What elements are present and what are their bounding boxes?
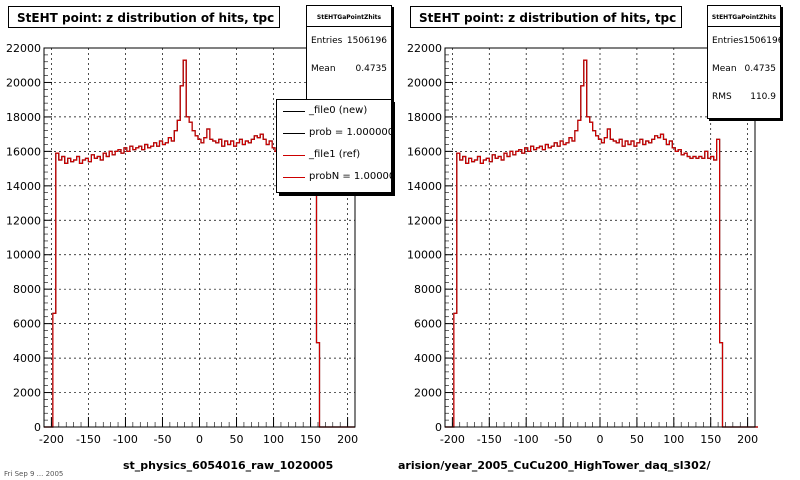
- y-tick-label: 2000: [414, 387, 442, 400]
- x-tick-label: 100: [663, 433, 684, 446]
- x-tick-label: 200: [737, 433, 758, 446]
- panel-1-stats-entries: Entries 1506196: [307, 27, 391, 55]
- y-tick-label: 18000: [407, 111, 442, 124]
- x-tick-label: 0: [597, 433, 604, 446]
- y-tick-label: 4000: [414, 352, 442, 365]
- stats-value: 0.4735: [355, 64, 388, 74]
- y-tick-label: 22000: [407, 42, 442, 55]
- x-tick-label: -200: [440, 433, 465, 446]
- y-tick-label: 2000: [13, 387, 41, 400]
- y-tick-label: 22000: [6, 42, 41, 55]
- y-tick-label: 8000: [414, 283, 442, 296]
- corner-timestamp: Fri Sep 9 ... 2005: [4, 470, 64, 478]
- legend-line-icon: [283, 111, 305, 112]
- legend-label: _file0 (new): [309, 105, 368, 116]
- legend-entry: _file1 (ref): [277, 144, 391, 166]
- plot-frame-border: [444, 47, 756, 428]
- stats-label: Entries: [712, 36, 744, 46]
- panel-1-stats-box: StEHTGaPointZhits Entries 1506196 Mean 0…: [306, 5, 392, 115]
- panel-2-stats-mean: Mean 0.4735: [708, 55, 780, 83]
- y-tick-label: 14000: [6, 180, 41, 193]
- x-tick-label: 0: [196, 433, 203, 446]
- x-tick-label: -150: [477, 433, 502, 446]
- panel-2-stats-rms: RMS 110.9: [708, 83, 780, 111]
- panel-1-stats-mean: Mean 0.4735: [307, 55, 391, 83]
- histogram-series-ref: [445, 59, 758, 428]
- stats-label: Mean: [311, 64, 336, 74]
- x-tick-label: -50: [153, 433, 171, 446]
- legend-line-icon: [283, 133, 305, 134]
- panel-1-file-label: st_physics_6054016_raw_1020005: [123, 459, 334, 472]
- y-tick-label: 12000: [6, 214, 41, 227]
- y-tick-label: 8000: [13, 283, 41, 296]
- x-tick-label: 50: [630, 433, 644, 446]
- panel-2-stats-box: StEHTGaPointZhits Entries 1506196 Mean 0…: [707, 5, 784, 119]
- stats-value: 1506196: [743, 36, 784, 46]
- legend-line-icon: [283, 177, 305, 178]
- x-tick-label: 150: [700, 433, 721, 446]
- panel-1-title: StEHT point: z distribution of hits, tpc: [8, 6, 280, 28]
- x-tick-label: -200: [39, 433, 64, 446]
- legend-entry: probN = 1.000000: [277, 166, 391, 188]
- stats-label: Entries: [311, 36, 343, 46]
- legend-label: _file1 (ref): [309, 149, 361, 160]
- legend-label: probN = 1.000000: [309, 171, 391, 182]
- panel-2-file-label: arision/year_2005_CuCu200_HighTower_daq_…: [398, 459, 711, 472]
- x-tick-label: -150: [76, 433, 101, 446]
- stats-value: 0.4735: [744, 64, 777, 74]
- stats-label: Mean: [712, 64, 737, 74]
- panel-1-stats-title: StEHTGaPointZhits: [307, 6, 391, 27]
- y-tick-label: 0: [34, 421, 41, 434]
- y-tick-label: 4000: [13, 352, 41, 365]
- y-tick-label: 20000: [6, 76, 41, 89]
- y-tick-label: 6000: [414, 318, 442, 331]
- stats-value: 1506196: [346, 36, 387, 46]
- y-tick-label: 10000: [407, 249, 442, 262]
- y-tick-label: 6000: [13, 318, 41, 331]
- panel-2-stats-entries: Entries 1506196: [708, 27, 784, 55]
- y-tick-label: 0: [435, 421, 442, 434]
- legend-entry: _file0 (new): [277, 100, 391, 122]
- x-tick-label: 200: [337, 433, 358, 446]
- y-tick-label: 18000: [6, 111, 41, 124]
- legend-label: prob = 1.000000: [309, 127, 392, 138]
- y-tick-label: 16000: [6, 145, 41, 158]
- x-tick-label: 100: [263, 433, 284, 446]
- stats-label: RMS: [712, 92, 732, 102]
- panel-2-title: StEHT point: z distribution of hits, tpc: [410, 6, 682, 28]
- y-tick-label: 20000: [407, 76, 442, 89]
- y-tick-label: 12000: [407, 214, 442, 227]
- x-tick-label: -50: [554, 433, 572, 446]
- stats-value: 110.9: [750, 92, 776, 102]
- x-tick-label: -100: [113, 433, 138, 446]
- y-tick-label: 14000: [407, 180, 442, 193]
- y-tick-label: 10000: [6, 249, 41, 262]
- y-tick-label: 16000: [407, 145, 442, 158]
- legend-line-icon: [283, 155, 305, 156]
- panel-2-stats-title: StEHTGaPointZhits: [708, 6, 780, 27]
- plot-frame-border: [43, 47, 356, 428]
- legend-entry: prob = 1.000000: [277, 122, 391, 144]
- x-tick-label: 150: [300, 433, 321, 446]
- x-tick-label: -100: [514, 433, 539, 446]
- panel-1-legend: _file0 (new) prob = 1.000000 _file1 (ref…: [276, 99, 392, 193]
- x-tick-label: 50: [230, 433, 244, 446]
